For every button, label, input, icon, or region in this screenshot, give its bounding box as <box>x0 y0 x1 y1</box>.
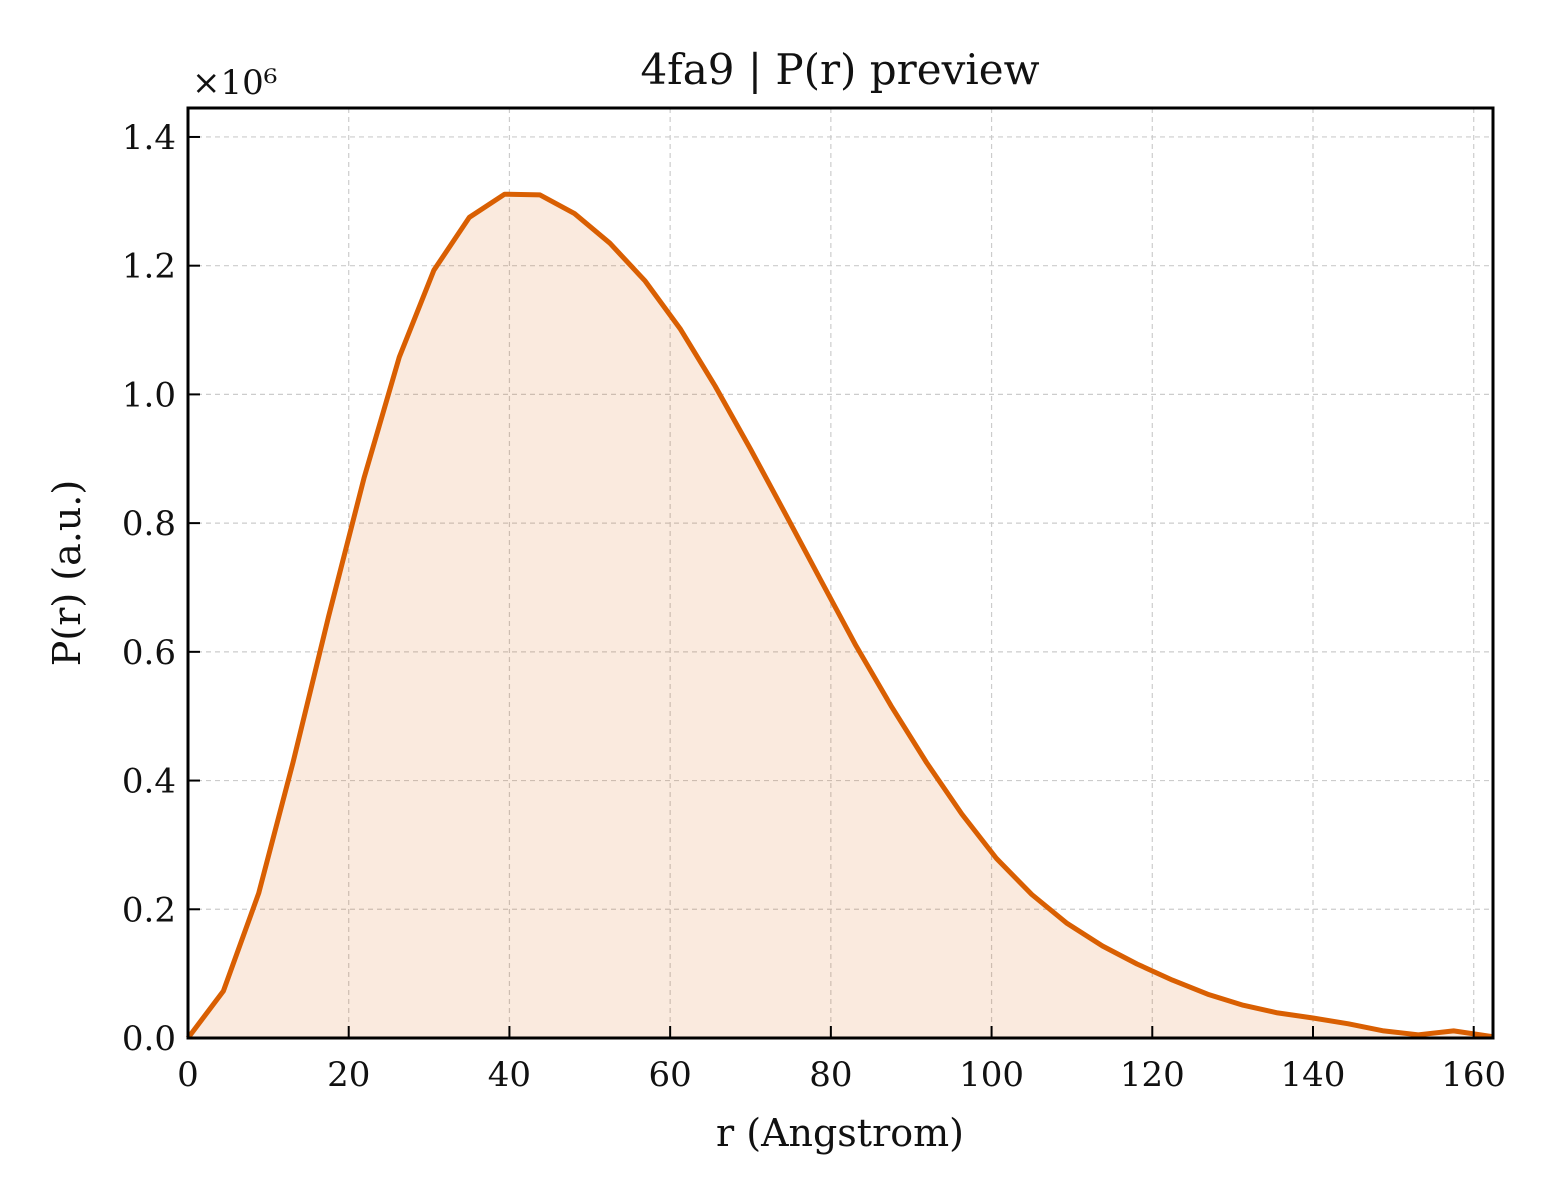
x-tick-label: 0 <box>177 1055 199 1095</box>
x-tick-label: 80 <box>809 1055 852 1095</box>
grid-lines <box>187 108 1493 1039</box>
x-tick-label: 120 <box>1120 1055 1185 1095</box>
x-tick-label: 100 <box>959 1055 1024 1095</box>
y-tick-label: 1.4 <box>122 118 176 158</box>
chart-title: 4fa9 | P(r) preview <box>640 45 1039 94</box>
x-tick-label: 60 <box>649 1055 692 1095</box>
y-tick-label: 0.0 <box>122 1019 176 1059</box>
x-tick-label: 140 <box>1281 1055 1346 1095</box>
x-tick-label: 20 <box>327 1055 370 1095</box>
series-area-layer <box>186 191 1494 1040</box>
y-tick-label: 0.2 <box>122 890 176 930</box>
y-tick-label: 1.0 <box>122 375 176 415</box>
y-multiplier-label: ×10⁶ <box>192 63 277 103</box>
x-tick-label: 160 <box>1441 1055 1506 1095</box>
y-tick-label: 0.8 <box>122 504 176 544</box>
tick-labels: 0 20 40 60 80 100 120 140 160 0.0 0.2 0.4 0.6 0.8 1.0 1… <box>122 118 1506 1095</box>
series-fill <box>188 194 1493 1038</box>
x-axis-label: r (Angstrom) <box>716 1111 964 1155</box>
series-line <box>186 191 1494 1040</box>
y-tick-label: 0.4 <box>122 762 176 802</box>
y-axis-label: P(r) (a.u.) <box>45 480 89 666</box>
y-tick-label: 0.6 <box>122 633 176 673</box>
plot-frame <box>186 106 1495 1040</box>
y-tick-label: 1.2 <box>122 247 176 287</box>
x-tick-label: 40 <box>488 1055 531 1095</box>
